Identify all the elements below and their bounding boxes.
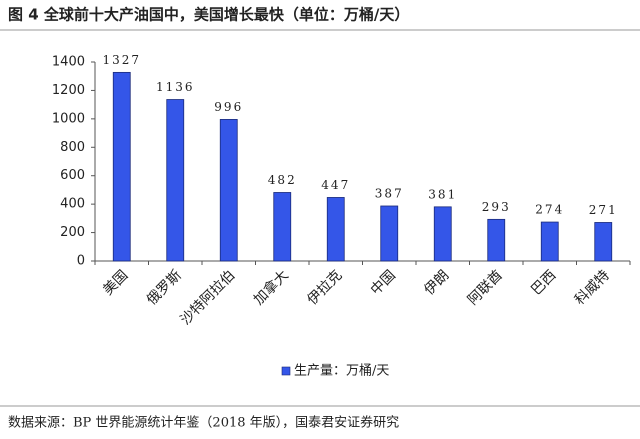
bar	[219, 119, 238, 262]
bar	[273, 192, 292, 262]
value-label: 381	[428, 187, 457, 201]
bar	[540, 221, 559, 262]
x-tick-label: 沙特阿拉伯	[178, 267, 239, 328]
value-label: 1327	[102, 53, 141, 67]
value-label: 1136	[156, 80, 195, 94]
legend-label: 生产量：万桶/天	[294, 364, 389, 379]
value-label: 274	[535, 203, 564, 217]
y-tick-label: 200	[60, 225, 85, 240]
y-tick-label: 1200	[52, 83, 85, 98]
x-tick-label: 加拿大	[250, 267, 292, 309]
bar	[326, 197, 345, 262]
bar	[166, 99, 185, 262]
x-tick-label: 阿联酋	[464, 267, 506, 309]
x-tick-label: 伊朗	[421, 267, 452, 298]
bar	[112, 71, 131, 262]
x-tick-label: 科威特	[572, 267, 613, 308]
x-tick-label: 中国	[368, 267, 399, 298]
y-tick-label: 0	[77, 254, 85, 269]
x-tick-label: 美国	[100, 267, 131, 298]
bar	[433, 206, 452, 262]
x-tick-label: 俄罗斯	[144, 267, 185, 308]
x-tick-label: 伊拉克	[304, 267, 345, 308]
bar	[594, 222, 613, 262]
source-note: 数据来源：BP 世界能源统计年鉴（2018 年版），国泰君安证券研究	[8, 415, 399, 431]
y-tick-label: 1400	[52, 55, 85, 70]
value-label: 271	[589, 203, 618, 217]
chart-title: 图 4 全球前十大产油国中，美国增长最快（单位：万桶/天）	[8, 6, 409, 24]
legend-swatch	[281, 366, 291, 376]
bar	[380, 205, 399, 262]
value-label: 293	[482, 200, 511, 214]
value-label: 996	[214, 100, 243, 114]
bar	[487, 218, 506, 262]
y-tick-label: 400	[60, 197, 85, 212]
value-label: 447	[321, 178, 350, 192]
value-label: 387	[375, 186, 404, 200]
x-tick-label: 巴西	[528, 267, 559, 298]
y-tick-label: 800	[60, 140, 85, 155]
y-tick-label: 600	[60, 168, 85, 183]
value-label: 482	[268, 173, 297, 187]
y-tick-label: 1000	[52, 111, 85, 126]
